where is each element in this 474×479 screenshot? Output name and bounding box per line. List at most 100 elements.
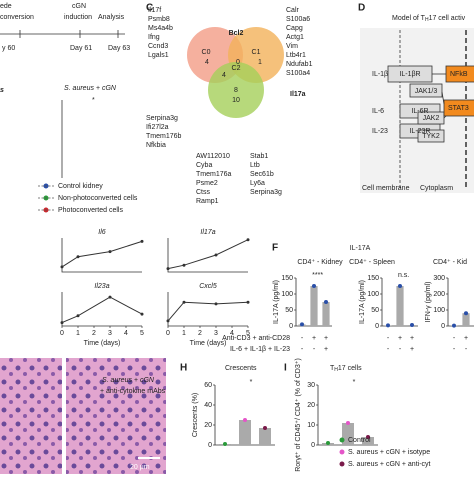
factor: NFkB: [450, 71, 468, 78]
y-label: IFN-γ (pg/ml): [425, 282, 432, 323]
gene: Psme2: [196, 180, 218, 187]
plot-title: Cxcl5: [199, 283, 217, 290]
count: 8: [234, 87, 238, 94]
gene: Sec61b: [250, 171, 274, 178]
label: + anti-cytokine mAbs: [100, 388, 166, 395]
gene: Il17f: [148, 7, 161, 14]
y-tick-label: 0: [208, 442, 212, 449]
point: [141, 240, 144, 243]
legend-label: Non-photoconverted cells: [58, 195, 138, 202]
x-tick-label: 4: [230, 330, 234, 337]
plot-title: Il17a: [200, 229, 215, 236]
label: S. aureus + cGN: [102, 377, 155, 384]
point: [109, 296, 112, 299]
point: [346, 421, 350, 425]
sig: n.s.: [398, 272, 409, 279]
gene: Ctss: [196, 189, 211, 196]
point: [247, 238, 250, 241]
gene: Nfkbia: [146, 142, 166, 149]
sign: +: [312, 335, 316, 342]
gene: AW112010: [196, 153, 230, 160]
label: Day 61: [70, 45, 92, 52]
point: [300, 322, 304, 326]
point: [215, 302, 218, 305]
legend-label: S. aureus + cGN + anti-cyt: [348, 461, 431, 468]
y-tick-label: 0: [289, 323, 293, 330]
sign: +: [324, 346, 328, 353]
layout: [0, 27, 474, 474]
point: [398, 284, 402, 288]
bar: [310, 286, 317, 326]
point: [77, 255, 80, 258]
sign: -: [453, 346, 456, 353]
sign: -: [313, 346, 316, 353]
label: Analysis: [98, 14, 125, 21]
gene: Stab1: [250, 153, 268, 160]
point: [312, 284, 316, 288]
line: [62, 297, 142, 323]
y-tick-label: 100: [281, 291, 293, 298]
gene: Tmem176b: [146, 133, 182, 140]
y-tick-label: 50: [285, 307, 293, 314]
count: 1: [258, 59, 262, 66]
y-tick-label: 30: [307, 382, 315, 389]
sign: -: [453, 335, 456, 342]
y-tick-label: 50: [371, 307, 379, 314]
x-tick-label: 1: [76, 330, 80, 337]
count: 10: [232, 97, 240, 104]
plot-title: Il6: [98, 229, 106, 236]
count: 4: [222, 72, 226, 79]
point: [410, 323, 414, 327]
gene: Serpina3g: [250, 189, 282, 196]
axes: [62, 292, 142, 326]
sign: -: [301, 346, 304, 353]
point: [167, 267, 170, 270]
ligand: IL-23: [372, 128, 388, 135]
factor: STAT3: [448, 105, 469, 112]
sign: +: [398, 335, 402, 342]
label: s: [0, 87, 4, 94]
line: [168, 240, 248, 269]
y-tick-label: 20: [204, 422, 212, 429]
gene: Ndufab1: [286, 61, 313, 68]
gene: Ltb: [250, 162, 260, 169]
point: [183, 301, 186, 304]
gene: Ccnd3: [148, 43, 168, 50]
scale: 20 µm: [130, 464, 150, 471]
y-tick-label: 60: [204, 382, 212, 389]
y-label: Crescents (%): [192, 393, 199, 437]
x-tick-label: 0: [166, 330, 170, 337]
point: [215, 254, 218, 257]
point: [61, 265, 64, 268]
point: [167, 319, 170, 322]
x-tick-label: 4: [124, 330, 128, 337]
point: [109, 250, 112, 253]
label: induction: [64, 14, 92, 21]
gene: Psmb8: [148, 16, 170, 23]
y-tick-label: 0: [375, 323, 379, 330]
gene: Serpina3g: [146, 115, 178, 122]
y-tick-label: 200: [433, 291, 445, 298]
y-tick-label: 150: [367, 275, 379, 282]
x-tick-label: 5: [140, 330, 144, 337]
gene: Bcl2: [229, 30, 244, 37]
point: [326, 441, 330, 445]
sig: *: [250, 379, 253, 386]
point: [386, 323, 390, 327]
legend-label: Photoconverted cells: [58, 207, 123, 214]
model-title: Model of TH17 cell activ: [392, 15, 466, 23]
y-tick-label: 100: [367, 291, 379, 298]
y-tick-label: 150: [281, 275, 293, 282]
panel-title: Crescents: [225, 365, 257, 372]
panel-title: CD4⁺ - Spleen: [349, 259, 395, 266]
plot-title: Il23a: [94, 283, 109, 290]
label: S. aureus + cGN: [64, 85, 117, 92]
sign: -: [465, 346, 468, 353]
panel-title: CD4⁺ - Kidney: [297, 259, 343, 266]
gene: Vim: [286, 43, 298, 50]
x-label: Time (days): [84, 340, 121, 347]
panel-letter: I: [284, 363, 287, 374]
point: [77, 314, 80, 317]
gene: Calr: [286, 7, 300, 14]
count: 0: [236, 59, 240, 66]
